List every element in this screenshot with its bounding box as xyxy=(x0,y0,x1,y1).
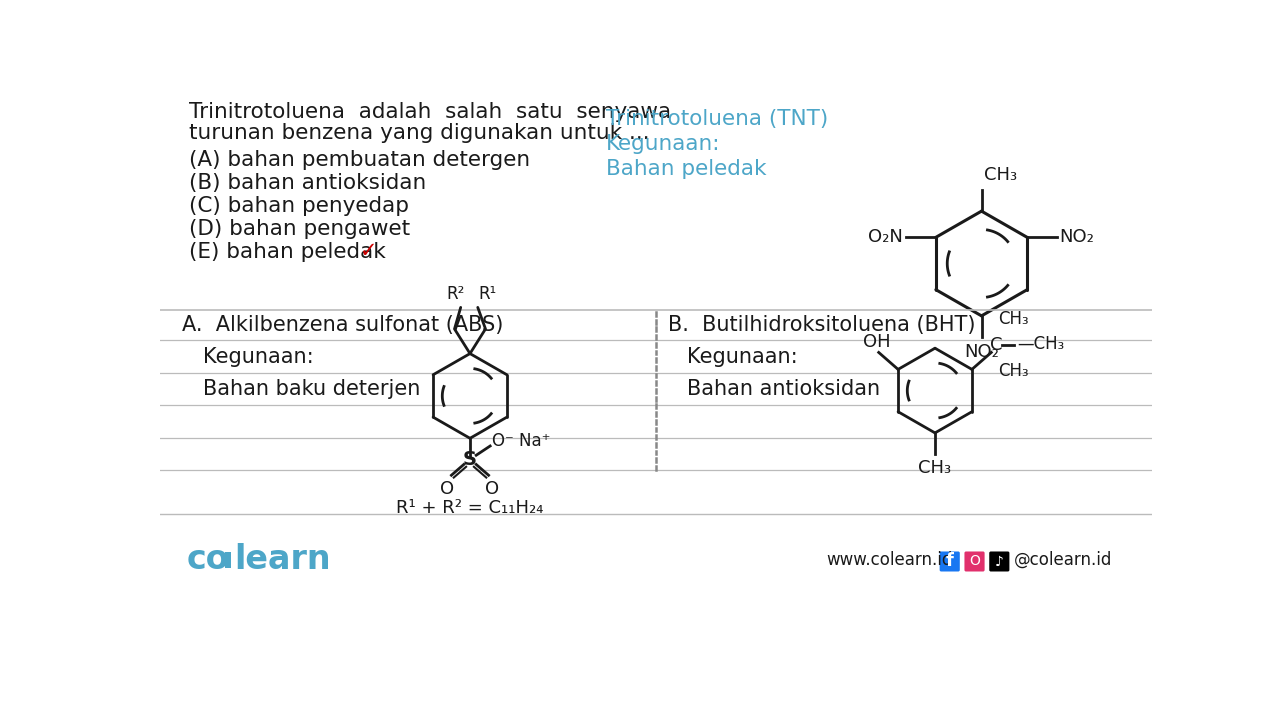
Text: NO₂: NO₂ xyxy=(1060,228,1094,246)
FancyBboxPatch shape xyxy=(940,552,960,572)
Text: CH₃: CH₃ xyxy=(998,310,1029,328)
Text: CH₃: CH₃ xyxy=(919,459,951,477)
Text: C: C xyxy=(991,336,1004,354)
Text: S: S xyxy=(463,450,477,469)
Text: www.colearn.id: www.colearn.id xyxy=(827,551,952,569)
Text: O: O xyxy=(485,480,499,498)
Text: R¹ + R² = C₁₁H₂₄: R¹ + R² = C₁₁H₂₄ xyxy=(397,498,544,516)
Text: turunan benzena yang digunakan untuk ...: turunan benzena yang digunakan untuk ... xyxy=(189,123,650,143)
Text: OH: OH xyxy=(863,333,890,351)
Text: (D) bahan pengawet: (D) bahan pengawet xyxy=(189,219,411,239)
Text: CH₃: CH₃ xyxy=(984,166,1016,184)
FancyBboxPatch shape xyxy=(989,552,1010,572)
Text: R¹: R¹ xyxy=(477,284,497,302)
Text: O₂N: O₂N xyxy=(868,228,904,246)
Text: Bahan baku deterjen: Bahan baku deterjen xyxy=(202,379,420,399)
Text: O: O xyxy=(440,480,454,498)
Text: O⁻ Na⁺: O⁻ Na⁺ xyxy=(493,431,550,449)
Text: (B) bahan antioksidan: (B) bahan antioksidan xyxy=(189,173,426,193)
Text: NO₂: NO₂ xyxy=(964,343,998,361)
Text: Bahan antioksidan: Bahan antioksidan xyxy=(687,379,881,399)
Text: Kegunaan:: Kegunaan: xyxy=(687,346,797,366)
Text: ♪: ♪ xyxy=(995,554,1004,569)
Text: —CH₃: —CH₃ xyxy=(1016,335,1064,353)
Text: CH₃: CH₃ xyxy=(998,361,1029,379)
Text: Kegunaan:: Kegunaan: xyxy=(605,134,721,154)
Text: Kegunaan:: Kegunaan: xyxy=(202,346,314,366)
FancyBboxPatch shape xyxy=(225,552,230,567)
Text: (C) bahan penyedap: (C) bahan penyedap xyxy=(189,196,410,216)
Text: Bahan peledak: Bahan peledak xyxy=(605,159,767,179)
Text: @colearn.id: @colearn.id xyxy=(1014,551,1112,569)
Text: learn: learn xyxy=(234,544,332,577)
Text: (E) bahan peledak: (E) bahan peledak xyxy=(189,242,387,262)
FancyBboxPatch shape xyxy=(964,552,984,572)
Text: O: O xyxy=(969,554,980,569)
Text: f: f xyxy=(946,552,954,570)
Text: ✓: ✓ xyxy=(360,241,378,261)
Text: R²: R² xyxy=(447,284,465,302)
Text: Trinitrotoluena (TNT): Trinitrotoluena (TNT) xyxy=(605,109,828,130)
Text: (A) bahan pembuatan detergen: (A) bahan pembuatan detergen xyxy=(189,150,531,169)
Text: A.  Alkilbenzena sulfonat (ABS): A. Alkilbenzena sulfonat (ABS) xyxy=(182,315,503,335)
Text: Trinitrotoluena  adalah  salah  satu  senyawa: Trinitrotoluena adalah salah satu senyaw… xyxy=(189,102,672,122)
Text: co: co xyxy=(187,544,229,577)
Text: B.  Butilhidroksitoluena (BHT): B. Butilhidroksitoluena (BHT) xyxy=(668,315,975,335)
